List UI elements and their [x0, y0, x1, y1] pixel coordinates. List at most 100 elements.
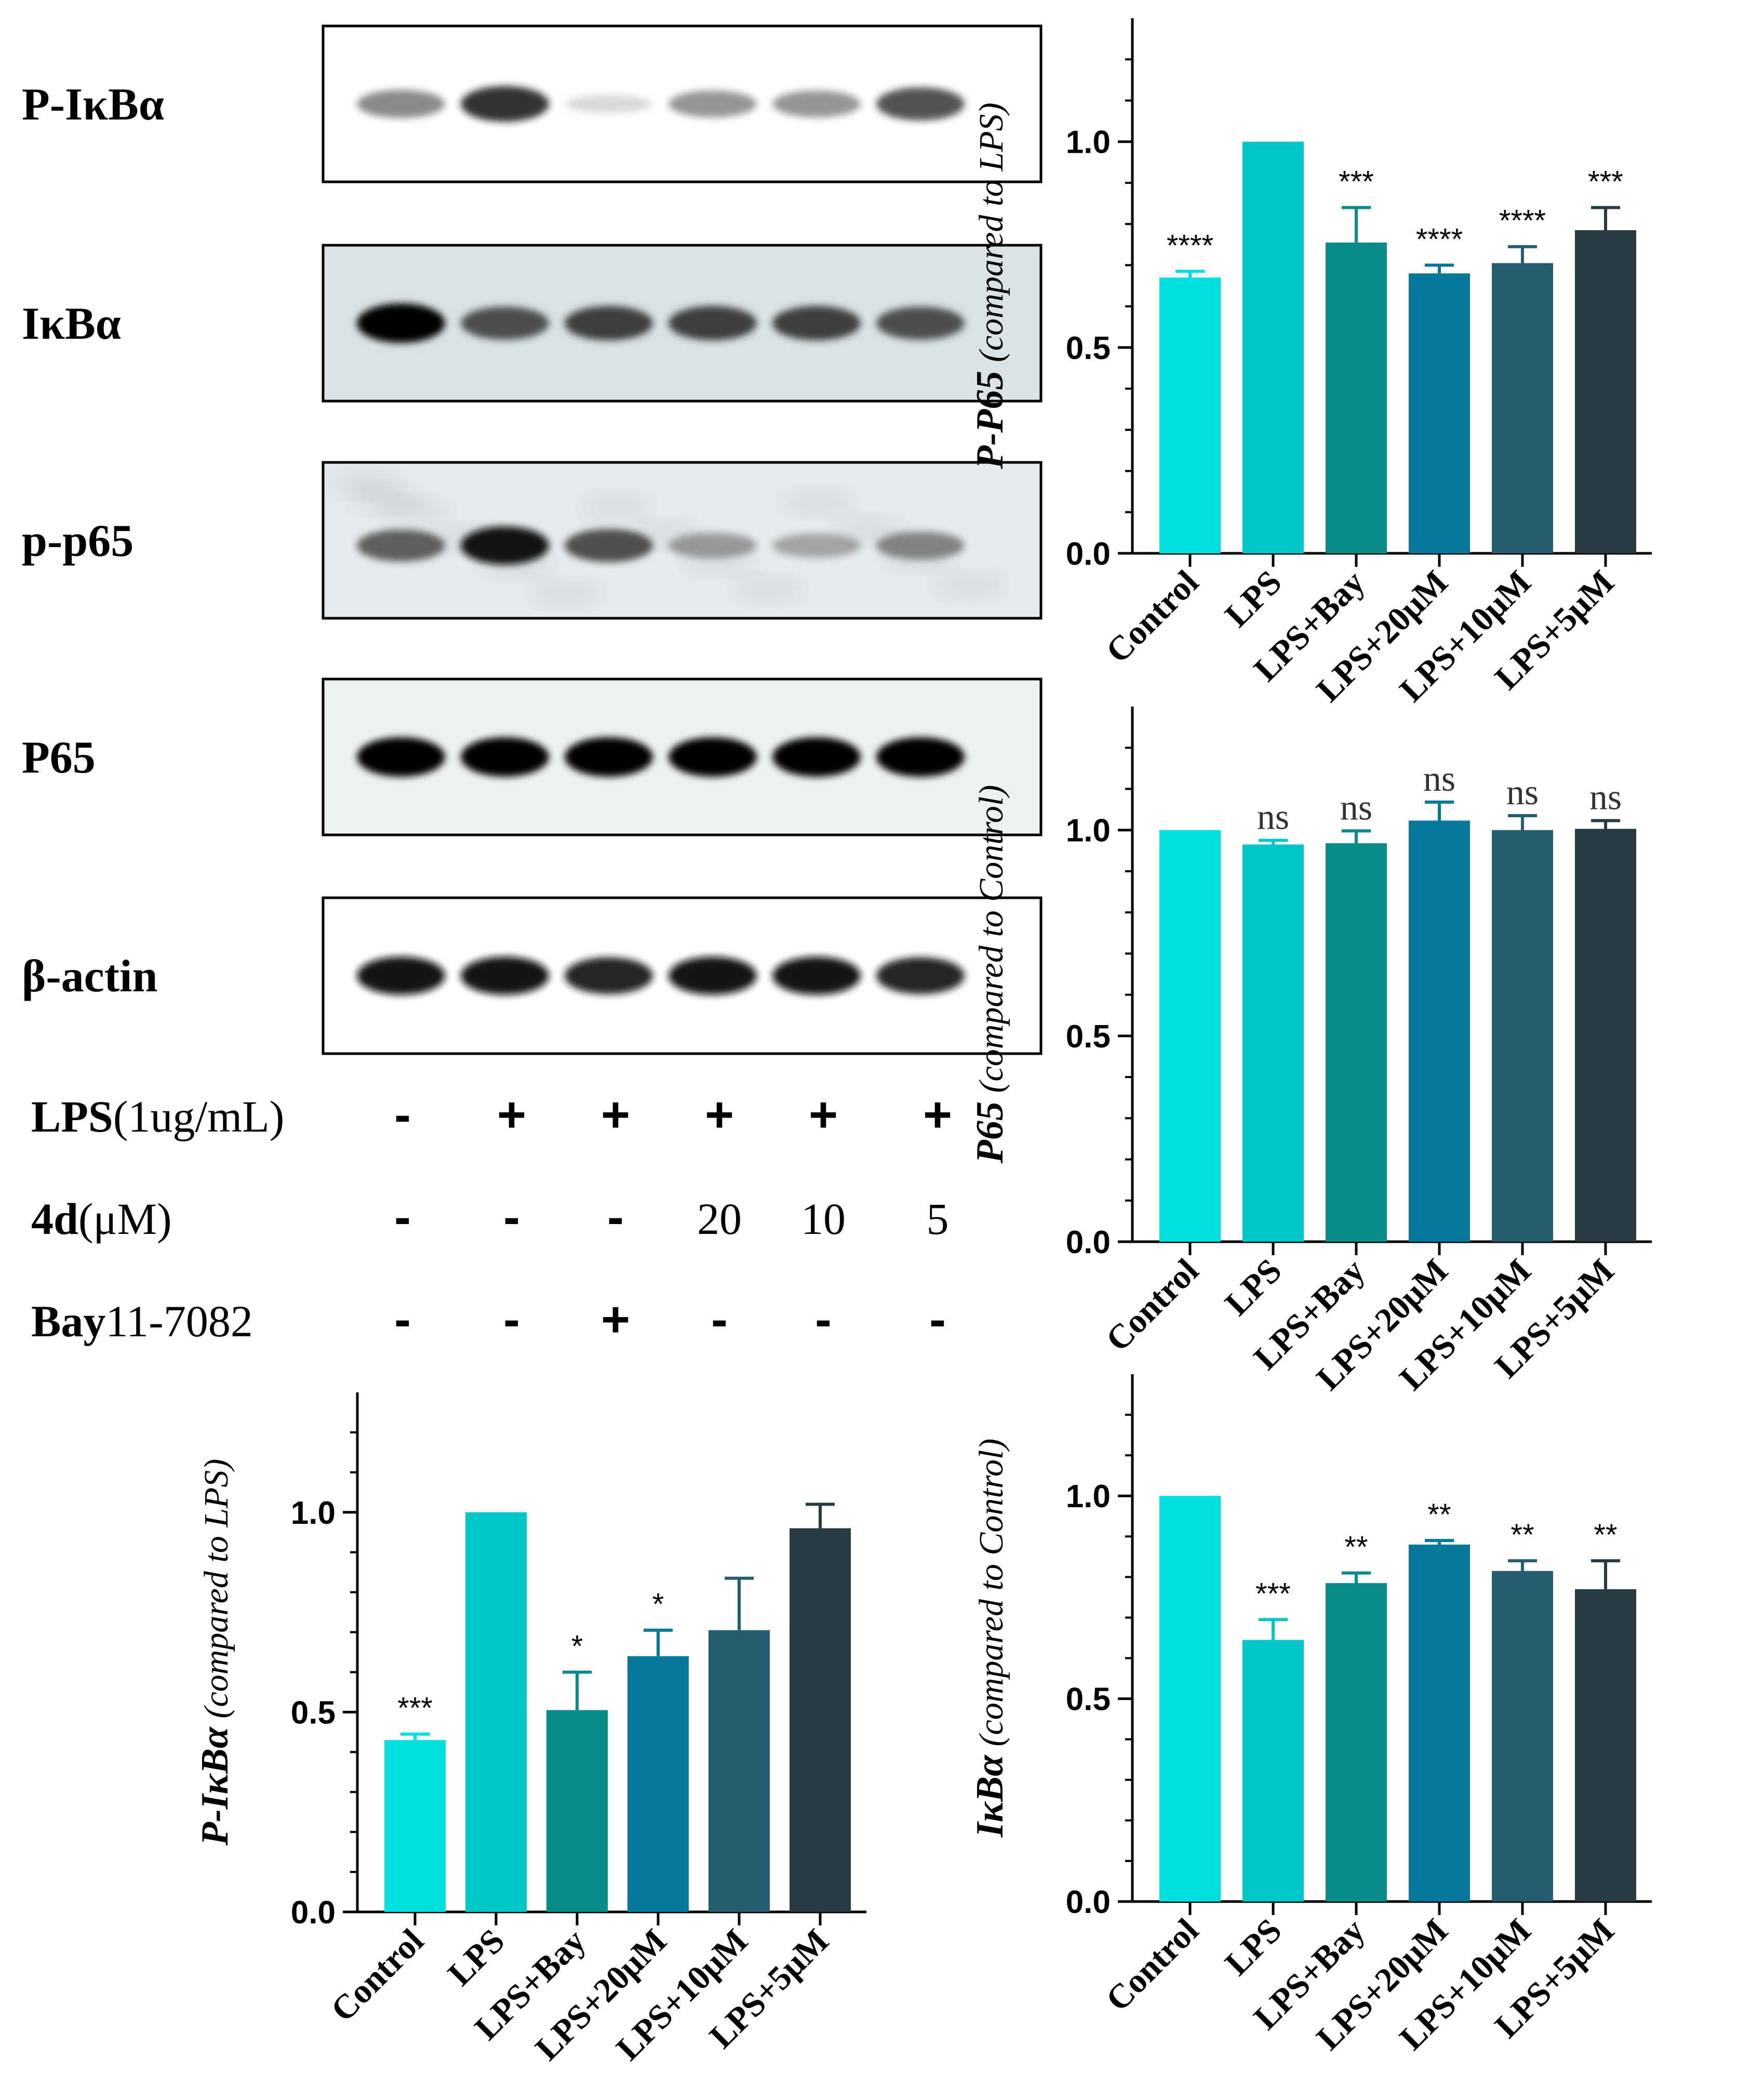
bar-lps-10-m	[1492, 830, 1553, 1242]
y-axis-title-main: P-P65	[969, 371, 1011, 470]
condition-value: +	[809, 1087, 838, 1142]
blot-band	[461, 956, 549, 995]
blot-smudge	[933, 569, 1006, 601]
significance-label: ns	[1423, 759, 1455, 799]
condition-value: -	[607, 1189, 624, 1245]
blot-smudge	[731, 574, 804, 605]
significance-label: *	[571, 1629, 583, 1663]
x-tick-label: Control	[1099, 1911, 1206, 2018]
y-tick-label: 1.0	[291, 1495, 336, 1531]
bar-lps-20-m	[1409, 273, 1470, 553]
bar-lps-20-m	[1409, 820, 1470, 1242]
blot-frame	[322, 677, 1042, 836]
bar-lps	[1242, 1640, 1304, 1902]
condition-label: 4d(μM)	[31, 1194, 172, 1244]
blot-band	[669, 737, 757, 777]
y-axis-title-main: P-IκBα	[194, 1726, 236, 1846]
blot-band	[357, 529, 445, 562]
blot-band	[565, 737, 653, 777]
blot-frame	[322, 24, 1042, 183]
condition-value: 20	[697, 1194, 742, 1244]
significance-label: **	[1427, 1498, 1451, 1532]
condition-value: +	[705, 1087, 734, 1142]
y-axis-title-unit: (compared to Control)	[972, 1439, 1010, 1755]
blot-row-i-b: IκBα	[22, 244, 1042, 403]
bar-control	[1159, 830, 1221, 1242]
y-tick-label: 0.0	[1066, 1884, 1111, 1920]
bar-lps-20-m	[627, 1656, 689, 1912]
blot-band	[565, 957, 653, 994]
condition-unit: (1ug/mL)	[113, 1092, 285, 1141]
blot-band	[669, 305, 757, 341]
condition-value: -	[815, 1292, 832, 1347]
blot-band	[876, 87, 965, 121]
blot-band	[461, 86, 549, 122]
y-axis-title-unit: (compared to LPS)	[972, 102, 1010, 370]
x-tick-label: LPS	[1218, 1911, 1289, 1983]
bar-lps-5-m	[790, 1528, 851, 1912]
blot-band	[669, 90, 757, 117]
condition-label: LPS(1ug/mL)	[31, 1092, 284, 1141]
bar-lps-5-m	[1575, 230, 1636, 553]
bar-lps-10-m	[1492, 263, 1553, 553]
chart-p65: 0.0 0.5 1.0 P65 (compared to Control) Contro…	[969, 707, 1652, 1398]
blot-band	[669, 956, 757, 995]
western-blot: P-IκBα IκBα p-p65 P65 β-actin	[22, 24, 1042, 1055]
significance-label: ***	[397, 1692, 433, 1725]
blot-smudge	[580, 491, 653, 522]
x-tick-label: LPS	[1218, 1252, 1289, 1323]
condition-value: +	[601, 1292, 630, 1347]
condition-value: -	[711, 1292, 728, 1347]
significance-label: **	[1511, 1518, 1534, 1552]
bar-lps-20-m	[1409, 1544, 1470, 1902]
y-axis-title: P-P65 (compared to LPS)	[969, 102, 1011, 469]
blot-label: P-IκBα	[22, 79, 164, 130]
significance-label: ns	[1589, 777, 1622, 817]
condition-value: -	[503, 1292, 520, 1347]
y-tick-label: 1.0	[1066, 813, 1111, 849]
chart-p-ikba: 0.0 0.5 1.0 P-IκBα (compared to LPS) *** Cont…	[194, 1392, 866, 2068]
y-axis-title-unit: (compared to Control)	[972, 785, 1010, 1101]
bar-lps-10-m	[1492, 1571, 1553, 1902]
blot-band	[876, 737, 965, 777]
y-tick-label: 1.0	[1066, 1479, 1111, 1514]
y-axis-title-main: P65	[969, 1101, 1011, 1164]
blot-frame	[322, 244, 1042, 403]
significance-label: ***	[1339, 165, 1374, 198]
blot-band	[772, 737, 861, 777]
significance-label: **	[1344, 1531, 1368, 1564]
condition-value: -	[394, 1292, 411, 1347]
significance-label: ****	[1167, 229, 1213, 262]
condition-value: -	[929, 1292, 946, 1347]
y-axis-title: P65 (compared to Control)	[969, 785, 1011, 1164]
condition-unit: (μM)	[78, 1194, 172, 1244]
x-tick-label: LPS	[1218, 563, 1289, 634]
blot-band	[669, 533, 757, 559]
condition-name: LPS	[31, 1092, 113, 1141]
condition-value: 5	[927, 1194, 949, 1244]
bar-lps-5-m	[1575, 1589, 1636, 1902]
y-tick-label: 0.0	[291, 1895, 336, 1931]
condition-value: +	[497, 1087, 526, 1142]
significance-label: **	[1594, 1518, 1617, 1552]
blot-band	[357, 956, 445, 995]
blot-band	[772, 956, 861, 995]
blot-band	[772, 90, 861, 117]
blot-smudge	[782, 487, 854, 518]
significance-label: ns	[1257, 798, 1289, 838]
y-axis-title: P-IκBα (compared to LPS)	[194, 1459, 236, 1846]
condition-label: Bay11-7082	[31, 1296, 253, 1346]
condition-value: -	[503, 1189, 520, 1245]
bar-lps-5-m	[1575, 829, 1636, 1242]
blot-band	[876, 531, 965, 560]
significance-label: *	[652, 1588, 664, 1621]
y-tick-label: 0.0	[1066, 536, 1111, 572]
bar-lps	[465, 1512, 527, 1912]
blot-band	[357, 89, 445, 118]
significance-label: ****	[1499, 204, 1546, 238]
blot-band	[565, 529, 653, 562]
condition-value: -	[394, 1087, 411, 1142]
blot-band	[772, 533, 861, 558]
x-tick-label: Control	[1099, 1252, 1206, 1359]
